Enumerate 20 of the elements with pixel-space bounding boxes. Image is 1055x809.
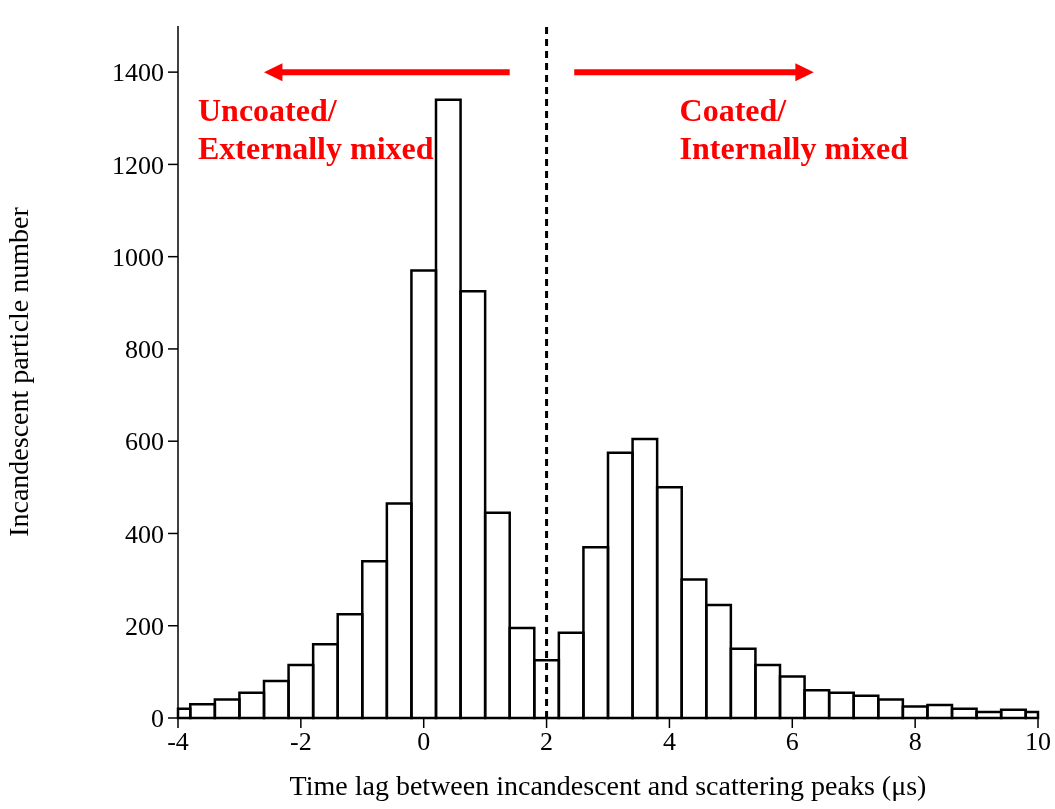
y-tick-label: 400 (125, 519, 164, 549)
x-tick-label: -2 (290, 727, 312, 757)
annotation: Uncoated/ Externally mixed (198, 92, 434, 166)
x-tick-label: 4 (662, 727, 676, 757)
x-tick-label: 6 (785, 727, 799, 757)
x-tick-label: -4 (167, 727, 189, 757)
y-tick-label: 1400 (112, 58, 164, 88)
y-tick-label: 200 (125, 611, 164, 641)
x-tick-label: 0 (417, 727, 431, 757)
x-axis-title: Time lag between incandescent and scattering peaks (μs) (289, 770, 927, 801)
y-tick-label: 1200 (112, 150, 164, 180)
y-tick-label: 0 (151, 704, 164, 734)
annotation: Coated/ Internally mixed (679, 92, 909, 166)
x-tick-label: 8 (908, 727, 922, 757)
y-tick-label: 800 (125, 335, 164, 365)
x-tick-label: 10 (1025, 727, 1051, 757)
y-tick-label: 1000 (112, 242, 164, 272)
y-tick-label: 600 (125, 427, 164, 457)
y-axis-title: Incandescent particle number (2, 206, 34, 537)
x-tick-label: 2 (540, 727, 554, 757)
